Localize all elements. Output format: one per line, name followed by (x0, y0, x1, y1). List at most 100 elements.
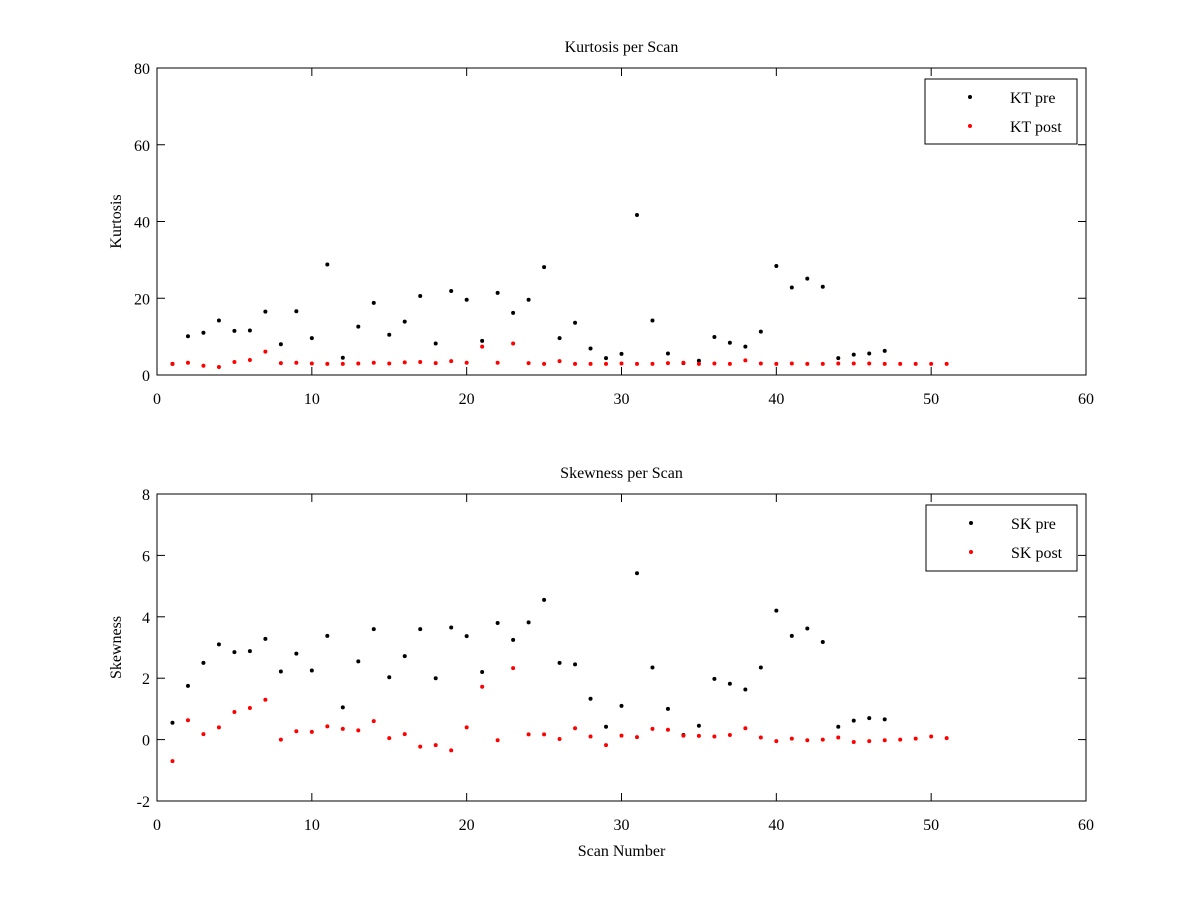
data-point (867, 716, 872, 721)
data-point (681, 360, 686, 365)
data-point (325, 724, 330, 729)
x-tick-label: 20 (459, 391, 475, 408)
data-point (526, 620, 531, 625)
y-tick-label: -2 (137, 794, 150, 811)
data-point (201, 660, 206, 665)
data-point (371, 719, 376, 724)
y-tick-label: 0 (142, 368, 150, 385)
legend-label: KT pre (1010, 90, 1055, 107)
data-point (650, 318, 655, 323)
legend-label: SK post (1011, 545, 1063, 562)
data-point (387, 361, 392, 366)
data-point (170, 361, 175, 366)
series-sk-post (170, 666, 949, 764)
data-point (294, 360, 299, 365)
data-point (356, 659, 361, 664)
y-tick-label: 60 (134, 138, 150, 155)
x-tick-label: 60 (1078, 391, 1094, 408)
data-point (542, 732, 547, 737)
data-point (573, 361, 578, 366)
legend-label: KT post (1010, 119, 1062, 136)
data-point (867, 739, 872, 744)
data-point (309, 361, 314, 366)
data-point (619, 351, 624, 356)
data-point (898, 737, 903, 742)
chart-title: Kurtosis per Scan (565, 39, 679, 56)
data-point (433, 361, 438, 366)
y-tick-label: 0 (142, 733, 150, 750)
data-point (712, 361, 717, 366)
data-point (170, 720, 175, 725)
data-point (449, 359, 454, 364)
data-point (867, 351, 872, 356)
data-point (805, 626, 810, 631)
data-point (681, 733, 686, 738)
data-point (511, 310, 516, 315)
data-point (696, 723, 701, 728)
data-point (665, 361, 670, 366)
legend-marker (969, 550, 973, 554)
data-point (696, 361, 701, 366)
data-point (542, 265, 547, 270)
data-point (278, 361, 283, 366)
data-point (340, 726, 345, 731)
data-point (480, 344, 485, 349)
data-point (185, 334, 190, 339)
data-point (929, 734, 934, 739)
data-point (619, 361, 624, 366)
data-point (356, 728, 361, 733)
y-tick-label: 6 (142, 548, 150, 565)
legend: KT pre KT post (924, 78, 1078, 145)
data-point (263, 697, 268, 702)
data-point (573, 726, 578, 731)
data-point (418, 359, 423, 364)
data-point (557, 660, 562, 665)
data-point (929, 361, 934, 366)
data-point (820, 737, 825, 742)
data-point (511, 666, 516, 671)
data-point (836, 735, 841, 740)
data-point (913, 361, 918, 366)
data-point (387, 332, 392, 337)
data-point (758, 361, 763, 366)
data-point (882, 738, 887, 743)
data-point (882, 717, 887, 722)
data-point (774, 361, 779, 366)
data-point (356, 361, 361, 366)
data-point (216, 725, 221, 730)
data-point (201, 363, 206, 368)
data-point (340, 705, 345, 710)
data-point (526, 361, 531, 366)
data-point (278, 342, 283, 347)
data-point (433, 341, 438, 346)
x-tick-label: 50 (923, 391, 939, 408)
data-point (371, 360, 376, 365)
data-point (665, 351, 670, 356)
data-point (758, 329, 763, 334)
y-tick-label: 2 (142, 671, 150, 688)
data-point (464, 725, 469, 730)
y-axis-label: Skewness (108, 616, 125, 679)
data-point (402, 319, 407, 324)
data-point (851, 361, 856, 366)
data-point (170, 759, 175, 764)
x-tick-label: 10 (304, 391, 320, 408)
data-point (247, 328, 252, 333)
data-point (789, 633, 794, 638)
data-point (201, 732, 206, 737)
data-point (371, 300, 376, 305)
y-tick-label: 4 (142, 610, 150, 627)
data-point (480, 670, 485, 675)
data-point (727, 340, 732, 345)
data-point (789, 361, 794, 366)
data-point (387, 736, 392, 741)
data-point (665, 727, 670, 732)
data-point (402, 732, 407, 737)
data-point (309, 336, 314, 341)
data-point (712, 676, 717, 681)
data-point (247, 649, 252, 654)
data-point (278, 737, 283, 742)
data-point (727, 361, 732, 366)
y-tick-label: 40 (134, 215, 150, 232)
x-tick-label: 10 (304, 817, 320, 834)
